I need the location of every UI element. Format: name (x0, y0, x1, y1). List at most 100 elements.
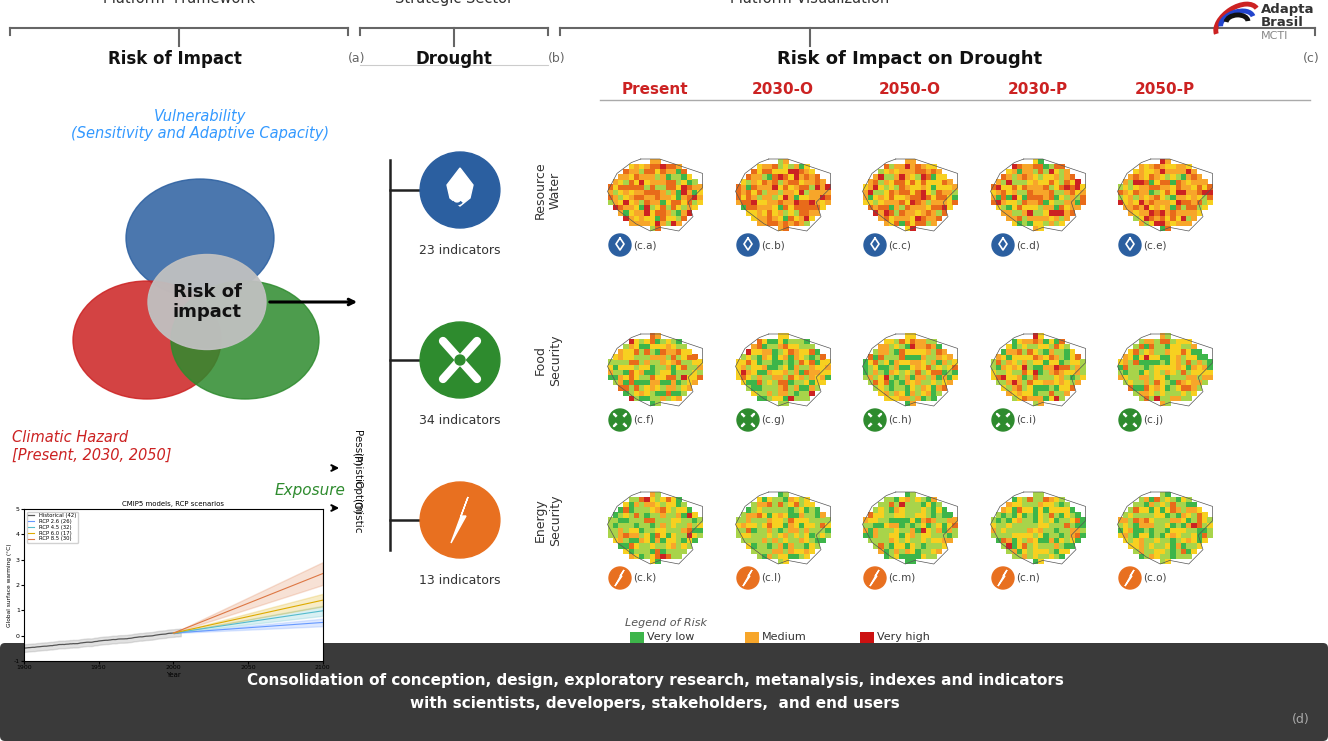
Bar (904, 164, 911, 169)
Bar (947, 370, 952, 375)
Bar (757, 554, 762, 559)
Bar (1165, 199, 1171, 205)
Bar (741, 185, 746, 190)
Bar (687, 190, 692, 195)
Circle shape (865, 409, 886, 431)
Bar (1127, 385, 1134, 391)
Bar (1191, 349, 1197, 355)
Bar (1165, 344, 1171, 350)
Bar (1143, 205, 1150, 210)
Bar (655, 164, 661, 169)
Bar (628, 349, 635, 355)
Bar (1127, 543, 1134, 548)
Bar (794, 533, 799, 538)
Bar (1007, 359, 1012, 365)
Bar (681, 354, 687, 359)
Bar (805, 507, 810, 513)
Bar (623, 194, 629, 200)
Bar (867, 365, 874, 370)
Bar (819, 370, 826, 375)
Bar (942, 179, 947, 185)
Bar (1001, 210, 1007, 216)
Bar (1028, 496, 1033, 502)
Bar (825, 365, 831, 370)
Bar (1074, 359, 1081, 365)
Bar (878, 385, 884, 391)
Bar (1122, 190, 1129, 195)
Bar (1175, 507, 1182, 513)
Bar (1080, 190, 1086, 195)
Bar (649, 491, 656, 497)
Bar (809, 349, 815, 355)
Bar (649, 169, 656, 174)
Bar (1154, 169, 1161, 174)
Bar (805, 174, 810, 179)
Bar (1064, 538, 1070, 543)
Bar (991, 359, 996, 365)
Bar (762, 359, 768, 365)
Bar (752, 370, 757, 375)
Bar (805, 179, 810, 185)
Bar (861, 632, 874, 643)
Bar (784, 538, 789, 543)
Bar (809, 359, 815, 365)
Bar (1049, 507, 1054, 513)
Bar (1170, 365, 1177, 370)
Bar (910, 554, 916, 559)
Bar (819, 185, 826, 190)
Bar (1149, 169, 1155, 174)
Bar (926, 528, 932, 533)
Bar (655, 194, 661, 200)
Bar (926, 169, 932, 174)
Bar (1038, 205, 1044, 210)
Bar (1154, 554, 1161, 559)
Bar (926, 385, 932, 391)
Bar (1038, 199, 1044, 205)
Bar (920, 215, 927, 221)
Bar (1170, 543, 1177, 548)
Bar (649, 370, 656, 375)
Bar (1170, 548, 1177, 554)
Bar (947, 365, 952, 370)
Bar (1175, 533, 1182, 538)
Bar (996, 380, 1001, 385)
Bar (1191, 194, 1197, 200)
Bar (809, 370, 815, 375)
Bar (1028, 169, 1033, 174)
Bar (809, 169, 815, 174)
Bar (1127, 507, 1134, 513)
Bar (671, 174, 676, 179)
Bar (1012, 339, 1017, 345)
Bar (681, 538, 687, 543)
Bar (633, 365, 640, 370)
Bar (757, 533, 762, 538)
Bar (904, 522, 911, 528)
Bar (1170, 205, 1177, 210)
Bar (1149, 185, 1155, 190)
Bar (942, 185, 947, 190)
Bar (773, 339, 778, 345)
Bar (867, 522, 874, 528)
Bar (639, 210, 645, 216)
Bar (799, 194, 805, 200)
Bar (1069, 517, 1076, 523)
Circle shape (865, 567, 886, 589)
Bar (910, 169, 916, 174)
Bar (1044, 528, 1049, 533)
Bar (920, 370, 927, 375)
Bar (1181, 210, 1187, 216)
Bar (1017, 502, 1023, 508)
Bar (784, 359, 789, 365)
Bar (819, 199, 826, 205)
Bar (805, 528, 810, 533)
Bar (809, 528, 815, 533)
Bar (825, 194, 831, 200)
Bar (752, 215, 757, 221)
Bar (883, 554, 890, 559)
Bar (784, 169, 789, 174)
Bar (789, 169, 794, 174)
Bar (676, 496, 681, 502)
Bar (1017, 339, 1023, 345)
Bar (1064, 169, 1070, 174)
Bar (784, 354, 789, 359)
